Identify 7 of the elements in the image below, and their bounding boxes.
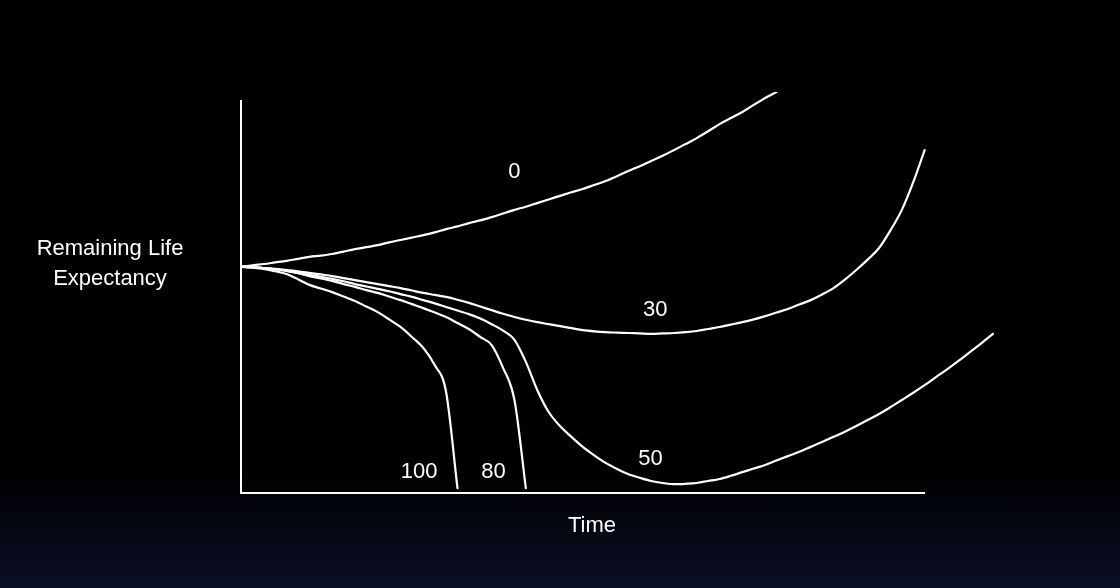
series-label: 80 xyxy=(481,458,506,484)
series-label: 50 xyxy=(638,445,663,471)
series-label: 100 xyxy=(400,458,438,484)
series-label: 30 xyxy=(642,295,668,321)
y-axis-title: Remaining Life Expectancy xyxy=(35,234,185,292)
series-label: 0 xyxy=(508,157,521,183)
x-axis-title: Time xyxy=(566,511,618,539)
